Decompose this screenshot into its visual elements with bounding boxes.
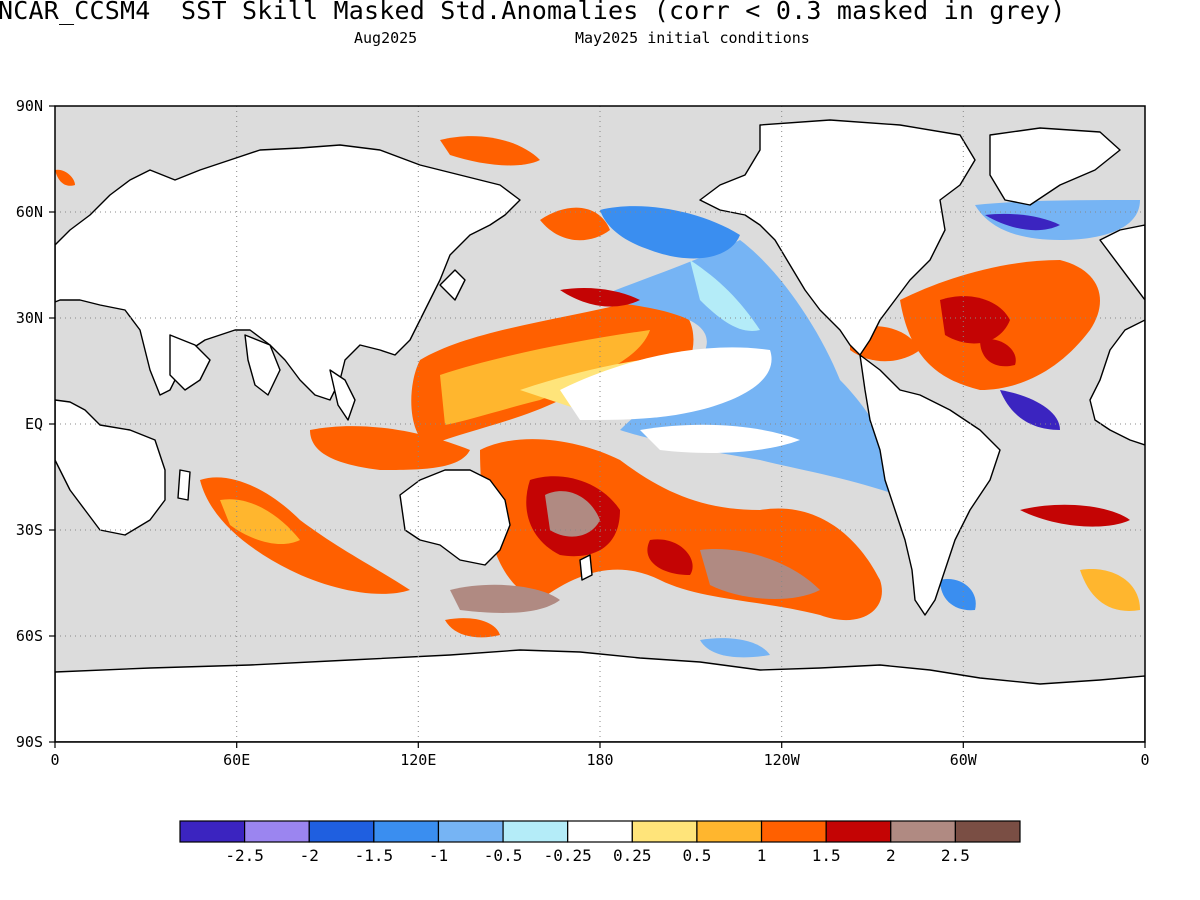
colorbar-label: -0.25 bbox=[544, 846, 592, 865]
lat-label-60n: 60N bbox=[16, 203, 43, 221]
colorbar-label: -2 bbox=[300, 846, 319, 865]
colorbar-label: 0.25 bbox=[613, 846, 652, 865]
colorbar-swatch bbox=[954, 820, 1021, 843]
colorbar-label: 1.5 bbox=[812, 846, 841, 865]
axis-ticks bbox=[49, 105, 1146, 748]
lat-label-60s: 60S bbox=[16, 627, 43, 645]
lat-label-30n: 30N bbox=[16, 309, 43, 327]
lat-label-30s: 30S bbox=[16, 521, 43, 539]
colorbar-swatch bbox=[244, 820, 310, 843]
colorbar-swatch bbox=[437, 820, 504, 843]
lat-label-eq: EQ bbox=[25, 415, 43, 433]
lat-label-90n: 90N bbox=[16, 97, 43, 115]
colorbar-swatch bbox=[825, 820, 892, 843]
initial-conditions: May2025 initial conditions bbox=[575, 29, 810, 47]
lon-label-0-right: 0 bbox=[1140, 751, 1149, 769]
colorbar-label: 1 bbox=[757, 846, 767, 865]
lon-label-60w: 60W bbox=[950, 751, 978, 769]
colorbar-label: -1.5 bbox=[355, 846, 394, 865]
lat-label-90s: 90S bbox=[16, 733, 43, 751]
colorbar-swatch bbox=[308, 820, 375, 843]
colorbar bbox=[179, 820, 1021, 843]
colorbar-swatch bbox=[179, 820, 246, 843]
colorbar-label: -2.5 bbox=[225, 846, 264, 865]
colorbar-swatch bbox=[760, 820, 827, 843]
lon-label-120w: 120W bbox=[764, 751, 801, 769]
anomaly-field bbox=[55, 136, 1140, 658]
colorbar-label: -0.5 bbox=[484, 846, 523, 865]
colorbar-label: 2.5 bbox=[941, 846, 970, 865]
colorbar-swatch bbox=[373, 820, 440, 843]
colorbar-swatch bbox=[631, 820, 698, 843]
grid-lines bbox=[55, 106, 1145, 742]
lon-label-0-left: 0 bbox=[50, 751, 59, 769]
chart-title: NCAR_CCSM4 SST Skill Masked Std.Anomalie… bbox=[0, 0, 1066, 25]
colorbar-swatch bbox=[567, 820, 633, 843]
colorbar-swatch bbox=[696, 820, 763, 843]
colorbar-label: -1 bbox=[429, 846, 448, 865]
lon-label-60e: 60E bbox=[223, 751, 250, 769]
colorbar-label: 2 bbox=[886, 846, 896, 865]
colorbar-swatch bbox=[502, 820, 569, 843]
target-month: Aug2025 bbox=[354, 29, 418, 47]
lon-label-180: 180 bbox=[586, 751, 613, 769]
lon-label-120e: 120E bbox=[400, 751, 436, 769]
colorbar-swatch bbox=[890, 820, 956, 843]
colorbar-labels: -2.5 -2 -1.5 -1 -0.5 -0.25 0.25 0.5 1 1.5 2 2.5 bbox=[225, 846, 969, 865]
colorbar-label: 0.5 bbox=[682, 846, 711, 865]
